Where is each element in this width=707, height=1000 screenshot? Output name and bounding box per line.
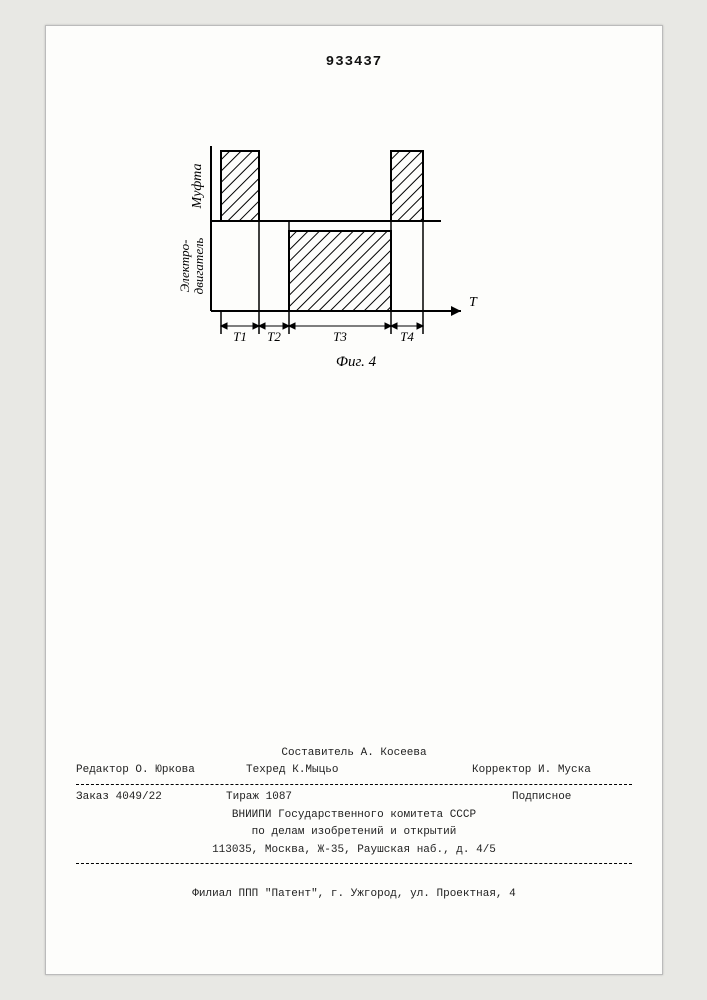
y-label-bottom-2: двигатель — [191, 238, 206, 295]
divider — [76, 863, 632, 864]
seg-label-t1: T1 — [233, 329, 247, 344]
footer: Составитель А. Косеева Редактор О. Юрков… — [76, 745, 632, 904]
bar-t1 — [221, 151, 259, 221]
org-line-2: по делам изобретений и открытий — [76, 824, 632, 842]
figure-label: Фиг. 4 — [336, 354, 377, 370]
subscription: Подписное — [512, 789, 632, 807]
bar-t4 — [391, 151, 423, 221]
corrector-name: И. Муска — [538, 764, 591, 776]
compiler-line: Составитель А. Косеева — [76, 745, 632, 763]
branch-line: Филиал ППП "Патент", г. Ужгород, ул. Про… — [76, 886, 632, 904]
editor-name: О. Юркова — [135, 764, 194, 776]
x-axis-label: T — [469, 295, 478, 310]
y-label-top: Муфта — [190, 164, 205, 210]
order-label: Заказ — [76, 791, 109, 803]
dimension-row — [221, 323, 423, 329]
document-number: 933437 — [326, 54, 382, 70]
tirage-label: Тираж — [226, 791, 259, 803]
seg-label-t3: T3 — [333, 329, 347, 344]
seg-label-t2: T2 — [267, 329, 281, 344]
timing-diagram: Муфта Электро- двигатель T — [151, 116, 491, 376]
bar-t3 — [289, 231, 391, 311]
tirage-value: 1087 — [266, 791, 292, 803]
order-row: Заказ 4049/22 Тираж 1087 Подписное — [76, 789, 632, 807]
address-line: 113035, Москва, Ж-35, Раушская наб., д. … — [76, 842, 632, 860]
credits-row: Редактор О. Юркова Техред К.Мыцьо Коррек… — [76, 762, 632, 780]
order-value: 4049/22 — [116, 791, 162, 803]
techred-name: К.Мыцьо — [292, 764, 338, 776]
editor-label: Редактор — [76, 764, 129, 776]
corrector-label: Корректор — [472, 764, 531, 776]
seg-label-t4: T4 — [400, 329, 414, 344]
org-line-1: ВНИИПИ Государственного комитета СССР — [76, 807, 632, 825]
techred-label: Техред — [246, 764, 286, 776]
page: 933437 Муфта Электро- двигатель T — [45, 25, 663, 975]
divider — [76, 784, 632, 785]
y-label-bottom-1: Электро- — [177, 240, 192, 293]
